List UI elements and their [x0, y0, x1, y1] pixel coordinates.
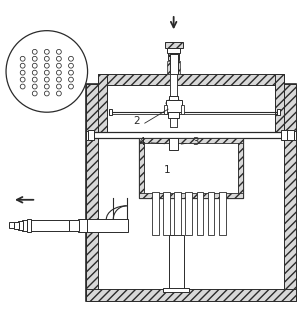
- Circle shape: [20, 56, 25, 61]
- Circle shape: [69, 77, 73, 82]
- Circle shape: [20, 70, 25, 75]
- Bar: [93, 132, 289, 139]
- Bar: [139, 138, 243, 143]
- Bar: [168, 56, 179, 60]
- Circle shape: [69, 70, 73, 75]
- Circle shape: [69, 63, 73, 68]
- Bar: [163, 288, 189, 292]
- Bar: [174, 192, 181, 235]
- Bar: [152, 192, 159, 235]
- Circle shape: [32, 49, 37, 54]
- Circle shape: [44, 91, 49, 96]
- Circle shape: [44, 77, 49, 82]
- Bar: [98, 74, 107, 138]
- Bar: [294, 131, 296, 140]
- Bar: [275, 74, 284, 138]
- Bar: [9, 222, 14, 228]
- Circle shape: [69, 84, 73, 89]
- Bar: [69, 220, 79, 231]
- Bar: [166, 100, 182, 112]
- Bar: [86, 84, 296, 301]
- Circle shape: [56, 49, 61, 54]
- Bar: [86, 131, 88, 140]
- Text: 3: 3: [181, 137, 198, 148]
- Circle shape: [44, 70, 49, 75]
- Circle shape: [44, 49, 49, 54]
- Bar: [170, 74, 177, 127]
- Bar: [284, 84, 296, 301]
- Bar: [22, 220, 27, 231]
- Bar: [281, 130, 288, 140]
- Circle shape: [32, 77, 37, 82]
- Bar: [165, 42, 183, 48]
- Bar: [219, 192, 226, 235]
- Circle shape: [20, 77, 25, 82]
- Bar: [163, 192, 170, 235]
- Circle shape: [56, 91, 61, 96]
- Bar: [277, 109, 280, 115]
- Circle shape: [32, 84, 37, 89]
- Bar: [86, 219, 128, 232]
- Circle shape: [44, 63, 49, 68]
- Bar: [169, 235, 184, 289]
- Circle shape: [56, 63, 61, 68]
- Bar: [167, 61, 170, 74]
- Bar: [86, 84, 98, 301]
- Circle shape: [20, 63, 25, 68]
- Circle shape: [44, 56, 49, 61]
- Circle shape: [56, 84, 61, 89]
- Bar: [98, 74, 284, 85]
- Bar: [178, 61, 180, 74]
- Bar: [86, 290, 296, 301]
- Bar: [168, 112, 179, 118]
- Bar: [170, 74, 172, 127]
- Bar: [170, 54, 178, 74]
- Bar: [287, 130, 294, 140]
- Circle shape: [56, 77, 61, 82]
- Bar: [139, 193, 243, 198]
- Bar: [238, 138, 243, 198]
- Bar: [14, 222, 19, 229]
- Circle shape: [32, 70, 37, 75]
- Bar: [181, 105, 184, 114]
- Text: 4: 4: [139, 137, 165, 148]
- Circle shape: [32, 56, 37, 61]
- Bar: [169, 95, 178, 100]
- Bar: [78, 218, 87, 232]
- Bar: [164, 105, 167, 114]
- Circle shape: [69, 56, 73, 61]
- Bar: [169, 138, 178, 150]
- Bar: [168, 53, 179, 56]
- Bar: [208, 192, 214, 235]
- Bar: [197, 192, 203, 235]
- Bar: [109, 109, 112, 115]
- Bar: [30, 220, 69, 231]
- Bar: [144, 142, 238, 194]
- Bar: [167, 48, 180, 53]
- Circle shape: [20, 84, 25, 89]
- Bar: [139, 138, 144, 198]
- Circle shape: [56, 56, 61, 61]
- Text: 2: 2: [133, 109, 168, 126]
- Circle shape: [56, 70, 61, 75]
- Text: 1: 1: [164, 165, 171, 175]
- Circle shape: [32, 63, 37, 68]
- Bar: [107, 85, 275, 138]
- Circle shape: [32, 91, 37, 96]
- Bar: [18, 221, 23, 230]
- Bar: [88, 130, 94, 140]
- Bar: [175, 74, 177, 127]
- Circle shape: [6, 31, 88, 112]
- Bar: [185, 192, 192, 235]
- Bar: [27, 219, 31, 232]
- Circle shape: [44, 84, 49, 89]
- Bar: [139, 138, 243, 198]
